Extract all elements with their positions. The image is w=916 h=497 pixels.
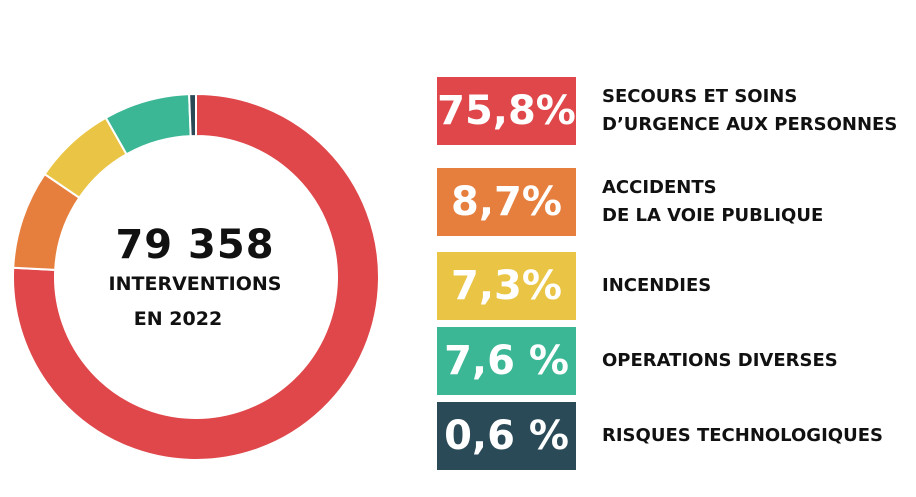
legend-label: RISQUES TECHNOLOGIQUES <box>602 422 883 450</box>
legend-item-operations: 7,6 % OPERATIONS DIVERSES <box>437 327 838 395</box>
slice-risques <box>188 92 197 138</box>
legend-label: ACCIDENTS DE LA VOIE PUBLIQUE <box>602 174 823 230</box>
center-label-year: EN 2022 <box>133 308 223 330</box>
legend-label-line: RISQUES TECHNOLOGIQUES <box>602 425 883 446</box>
legend-item-incendies: 7,3% INCENDIES <box>437 252 711 320</box>
legend-item-secours: 75,8% SECOURS ET SOINS D’URGENCE AUX PER… <box>437 77 897 145</box>
slice-secours <box>12 92 380 461</box>
legend-item-risques: 0,6 % RISQUES TECHNOLOGIQUES <box>437 402 883 470</box>
legend-label-line: D’URGENCE AUX PERSONNES <box>602 114 898 135</box>
percentage-badge: 7,6 % <box>437 327 576 395</box>
legend-label-line: SECOURS ET SOINS <box>602 86 798 107</box>
legend-label: SECOURS ET SOINS D’URGENCE AUX PERSONNES <box>602 83 897 139</box>
percentage-badge: 7,3% <box>437 252 576 320</box>
legend-label-line: OPERATIONS DIVERSES <box>602 350 838 371</box>
total-interventions: 79 358 <box>115 222 275 268</box>
legend-label-line: INCENDIES <box>602 275 712 296</box>
percentage-badge: 8,7% <box>437 168 576 236</box>
legend-label: INCENDIES <box>602 272 711 300</box>
legend-label: OPERATIONS DIVERSES <box>602 347 838 375</box>
center-label-interventions: INTERVENTIONS <box>108 273 282 295</box>
legend-item-accidents: 8,7% ACCIDENTS DE LA VOIE PUBLIQUE <box>437 168 823 236</box>
donut-chart <box>12 92 380 461</box>
percentage-badge: 75,8% <box>437 77 576 145</box>
legend-label-line: DE LA VOIE PUBLIQUE <box>602 205 824 226</box>
legend-label-line: ACCIDENTS <box>602 177 717 198</box>
percentage-badge: 0,6 % <box>437 402 576 470</box>
